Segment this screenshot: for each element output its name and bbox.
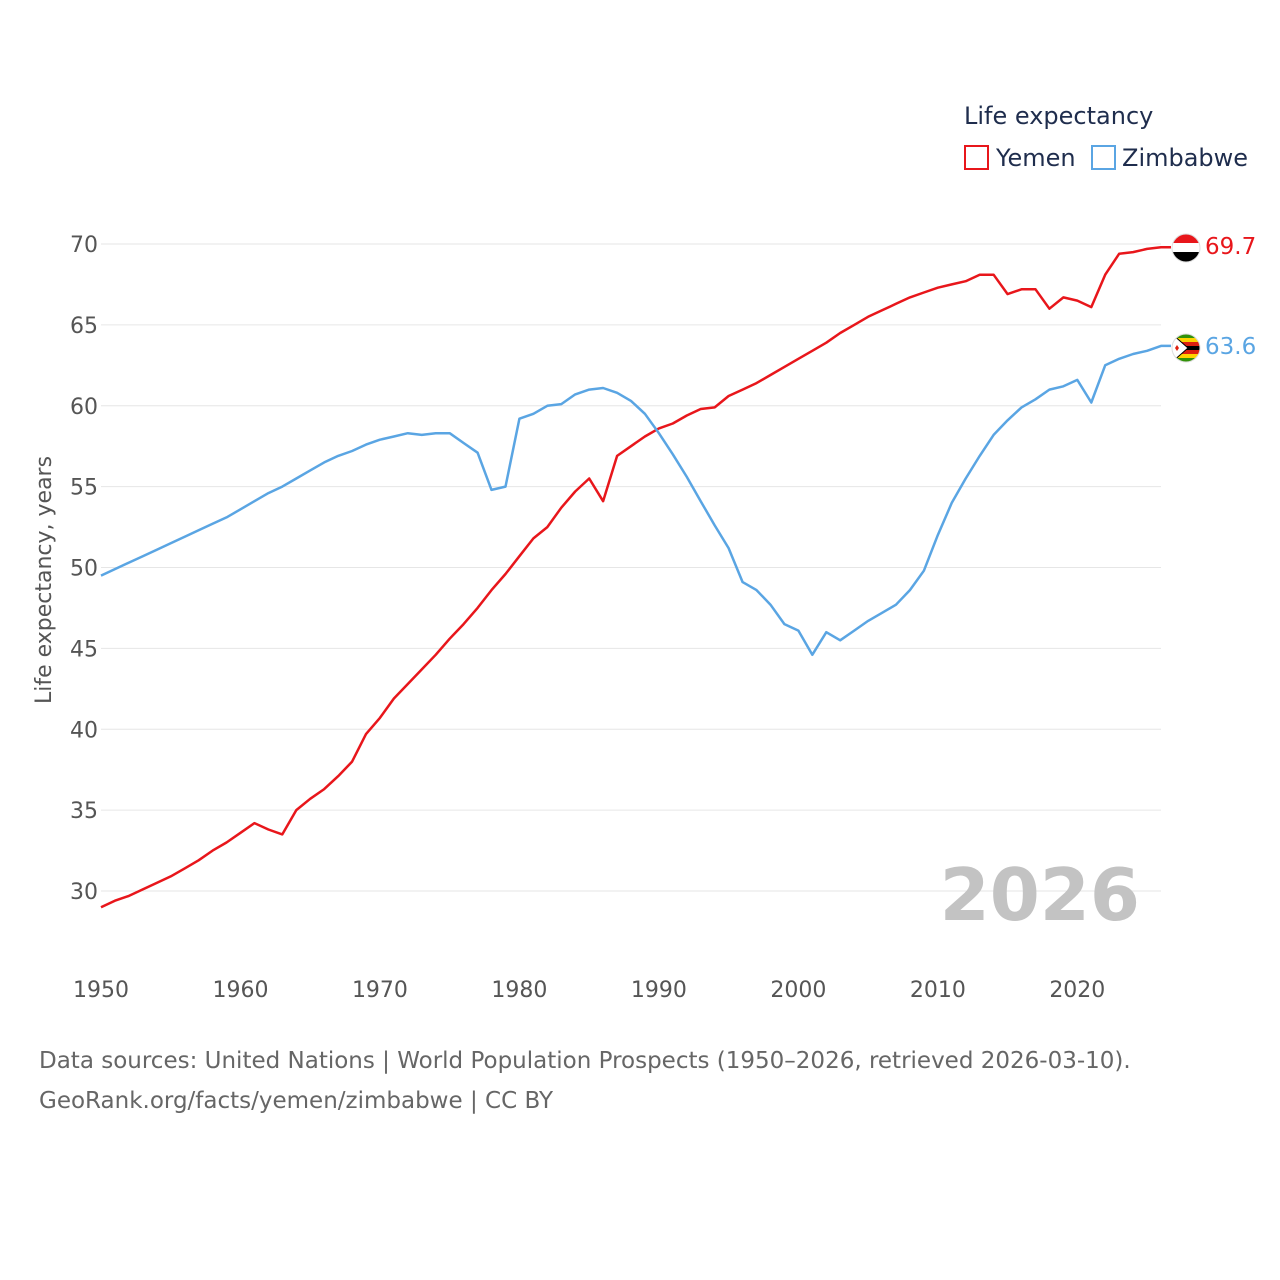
end-label-zimbabwe: 63.6 (1205, 334, 1256, 360)
y-tick-40: 40 (70, 718, 98, 743)
zimbabwe-flag-icon (1172, 334, 1200, 362)
legend-label-yemen: Yemen (995, 144, 1076, 172)
legend-item-yemen[interactable]: Yemen (964, 144, 1076, 172)
y-axis-ticks: 30 35 40 45 50 55 60 65 70 (70, 233, 98, 905)
y-tick-65: 65 (70, 314, 98, 339)
y-tick-70: 70 (70, 233, 98, 258)
x-tick-1950: 1950 (73, 978, 129, 1003)
y-tick-55: 55 (70, 476, 98, 501)
year-label: 2026 (940, 853, 1140, 937)
y-axis-label: Life expectancy, years (32, 456, 57, 704)
x-tick-1960: 1960 (212, 978, 268, 1003)
y-tick-30: 30 (70, 880, 98, 905)
legend-swatch-zimbabwe (1091, 145, 1116, 170)
x-tick-1990: 1990 (631, 978, 687, 1003)
x-tick-2010: 2010 (910, 978, 966, 1003)
x-tick-2000: 2000 (770, 978, 826, 1003)
x-tick-1970: 1970 (352, 978, 408, 1003)
yemen-flag-icon (1172, 234, 1200, 262)
y-tick-60: 60 (70, 395, 98, 420)
y-tick-45: 45 (70, 637, 98, 662)
series-lines (100, 245, 1171, 909)
source-link[interactable]: GeoRank.org/facts/yemen/zimbabwe | CC BY (39, 1088, 554, 1114)
source-line-1: Data sources: United Nations | World Pop… (39, 1048, 1131, 1074)
legend-label-zimbabwe: Zimbabwe (1122, 144, 1248, 172)
legend-title: Life expectancy (964, 102, 1153, 130)
y-tick-50: 50 (70, 557, 98, 582)
grid-lines (101, 243, 1161, 892)
series-line-zimbabwe[interactable] (100, 344, 1171, 657)
end-label-yemen: 69.7 (1205, 234, 1256, 260)
legend-swatch-yemen (964, 145, 989, 170)
x-axis-ticks: 1950 1960 1970 1980 1990 2000 2010 2020 (73, 978, 1105, 1003)
y-tick-35: 35 (70, 799, 98, 824)
legend-item-zimbabwe[interactable]: Zimbabwe (1091, 144, 1248, 172)
x-tick-2020: 2020 (1049, 978, 1105, 1003)
series-line-yemen[interactable] (100, 245, 1171, 909)
x-tick-1980: 1980 (491, 978, 547, 1003)
